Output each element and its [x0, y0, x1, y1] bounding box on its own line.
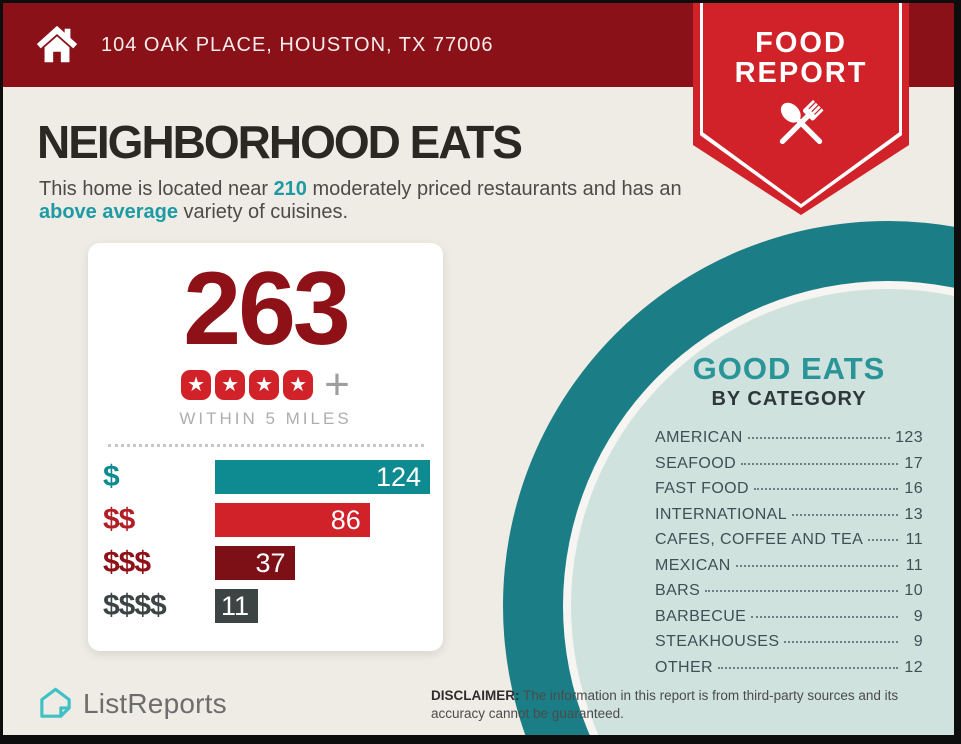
price-bar-value: 11 — [220, 590, 249, 621]
category-count: 17 — [904, 454, 923, 472]
brand-logo: ListReports — [37, 685, 227, 722]
category-count: 11 — [905, 556, 923, 574]
price-tier-label: $$ — [103, 503, 135, 536]
listreports-house-icon — [40, 687, 71, 718]
category-count: 11 — [905, 531, 923, 548]
category-count: 16 — [904, 480, 923, 497]
category-count: 10 — [904, 582, 923, 599]
category-row: AMERICAN 123 — [655, 430, 923, 446]
price-bar: 86 — [215, 503, 370, 537]
star-icon: ★ — [215, 370, 246, 400]
intro-restaurant-count: 210 — [273, 178, 307, 200]
price-tier-label: $$$ — [103, 546, 151, 579]
category-row: CAFES, COFFEE AND TEA 11 — [655, 532, 923, 548]
good-eats-subtitle: BY CATEGORY — [711, 388, 867, 410]
price-bar-row: $$ 86 — [103, 503, 430, 537]
category-count: 9 — [913, 633, 923, 650]
category-label: STEAKHOUSES — [655, 633, 780, 650]
dotted-leader — [751, 615, 898, 618]
category-row: FAST FOOD 16 — [655, 481, 923, 497]
price-bar: 124 — [215, 460, 430, 494]
star-icon: ★ — [283, 370, 314, 400]
brand-name: ListReports — [83, 687, 227, 719]
price-bar-value: 37 — [255, 547, 286, 578]
good-eats-panel: GOOD EATS BY CATEGORY AMERICAN 123 SEAFO… — [655, 351, 923, 685]
price-tier-label: $$$$ — [103, 589, 167, 622]
disclaimer: DISCLAIMER: The information in this repo… — [431, 687, 929, 722]
page-title: NEIGHBORHOOD EATS — [37, 116, 523, 168]
disclaimer-label: DISCLAIMER: — [431, 688, 520, 703]
price-bar-row: $ 124 — [103, 460, 430, 494]
price-bar: 37 — [215, 546, 295, 580]
radius-label: WITHIN 5 MILES — [179, 409, 352, 428]
price-bar-track: 86 — [215, 503, 430, 537]
category-label: BARBECUE — [655, 607, 747, 625]
category-row: BARBECUE 9 — [655, 607, 923, 625]
category-row: STEAKHOUSES 9 — [655, 634, 923, 650]
dotted-leader — [792, 513, 898, 516]
intro-text-mid: moderately priced restaurants and has an — [306, 178, 682, 200]
badge-title-line2: REPORT — [734, 57, 868, 90]
category-label: OTHER — [655, 658, 713, 676]
dotted-leader — [753, 488, 898, 490]
dotted-leader — [735, 564, 898, 567]
price-bar: 11 — [215, 589, 258, 623]
category-label: BARS — [655, 582, 701, 599]
intro-paragraph: This home is located near 210 moderately… — [39, 178, 684, 225]
category-list: AMERICAN 123 SEAFOOD 17 FAST FOOD 16 INT… — [655, 430, 923, 676]
star-icon: ★ — [181, 370, 212, 400]
price-bar-track: 37 — [215, 546, 430, 580]
price-bar-track: 11 — [215, 589, 430, 623]
category-row: OTHER 12 — [655, 658, 923, 676]
dotted-leader — [747, 437, 891, 439]
category-label: FAST FOOD — [655, 480, 749, 497]
home-icon — [36, 25, 78, 63]
category-count: 123 — [895, 429, 923, 446]
dotted-leader — [705, 590, 898, 592]
dotted-leader — [718, 666, 898, 669]
spoon-and-fork-icon — [779, 99, 824, 144]
dotted-leader — [784, 641, 898, 643]
category-count: 13 — [904, 505, 923, 523]
category-label: INTERNATIONAL — [655, 505, 788, 523]
dotted-leader — [868, 539, 898, 541]
category-count: 9 — [913, 607, 923, 625]
restaurant-stat-card: 263 ★ ★ ★ ★ + WITHIN 5 MILES $ 124 $$ 86 $$$… — [88, 243, 443, 651]
price-tier-label: $ — [103, 460, 120, 493]
category-row: MEXICAN 11 — [655, 556, 923, 574]
star-rating: ★ ★ ★ ★ + — [88, 360, 443, 410]
price-bar-value: 86 — [330, 504, 361, 535]
restaurant-count: 263 — [183, 251, 351, 367]
price-tier-bar-chart: $ 124 $$ 86 $$$ 37 $$$$ 11 — [88, 460, 443, 623]
category-label: AMERICAN — [655, 429, 743, 446]
star-icon: ★ — [249, 370, 280, 400]
price-bar-row: $$$$ 11 — [103, 589, 430, 623]
intro-text-pre: This home is located near — [39, 178, 274, 200]
category-row: BARS 10 — [655, 583, 923, 599]
disclaimer-text: The information in this report is from t… — [431, 688, 899, 721]
category-row: INTERNATIONAL 13 — [655, 505, 923, 523]
property-address: 104 OAK PLACE, HOUSTON, TX 77006 — [101, 33, 494, 56]
badge-title-line1: FOOD — [755, 27, 847, 59]
category-count: 12 — [904, 658, 923, 676]
category-label: MEXICAN — [655, 556, 731, 574]
good-eats-title: GOOD EATS — [692, 351, 886, 386]
category-row: SEAFOOD 17 — [655, 454, 923, 472]
dotted-leader — [741, 462, 898, 465]
dotted-divider — [107, 444, 424, 447]
price-bar-row: $$$ 37 — [103, 546, 430, 580]
plus-icon: + — [324, 360, 350, 410]
category-label: CAFES, COFFEE AND TEA — [655, 531, 864, 548]
intro-text-post: variety of cuisines. — [177, 201, 349, 224]
price-bar-value: 124 — [375, 461, 421, 492]
price-bar-track: 124 — [215, 460, 430, 494]
category-label: SEAFOOD — [655, 454, 737, 472]
intro-variety-highlight: above average — [39, 201, 178, 224]
food-report-badge: FOOD REPORT — [693, 3, 909, 215]
